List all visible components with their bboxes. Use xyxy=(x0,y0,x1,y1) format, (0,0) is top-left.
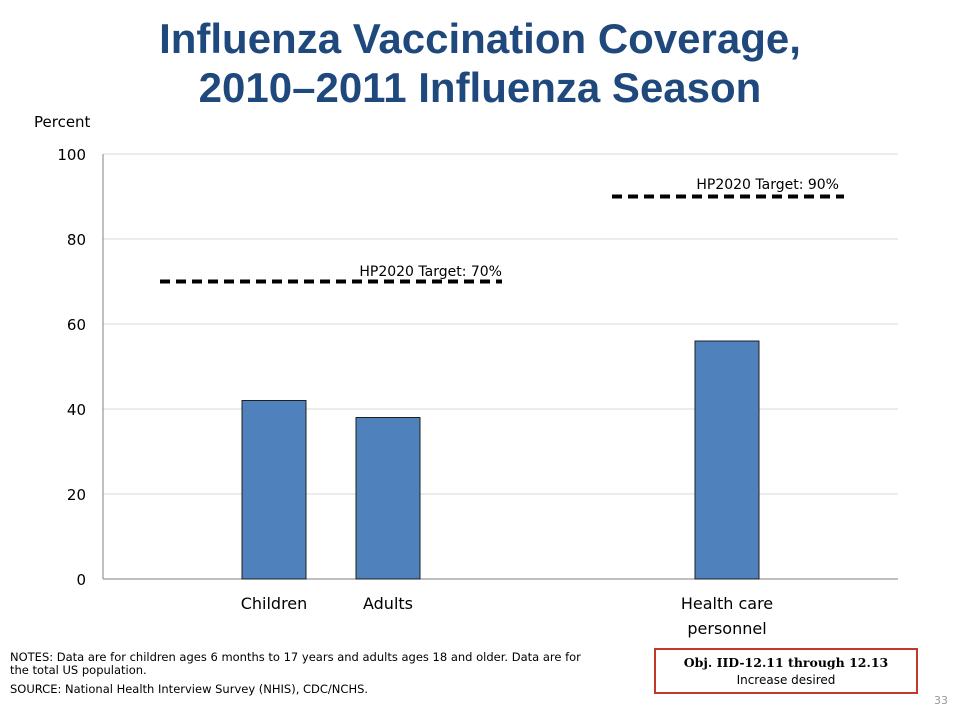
notes-section: NOTES: Data are for children ages 6 mont… xyxy=(10,651,600,702)
objective-subtitle: Increase desired xyxy=(736,673,836,687)
objective-title: Obj. IID-12.11 through 12.13 xyxy=(683,655,889,670)
y-tick-label: 100 xyxy=(57,146,86,164)
bar-health-care-personnel xyxy=(694,340,760,580)
target-label: HP2020 Target: 90% xyxy=(696,177,839,193)
y-tick-label: 20 xyxy=(67,486,86,504)
y-tick-label: 40 xyxy=(67,401,86,419)
y-tick-label: 0 xyxy=(76,571,86,589)
notes-text: NOTES: Data are for children ages 6 mont… xyxy=(10,650,581,677)
x-category-label: personnel xyxy=(687,619,766,638)
y-tick-label: 60 xyxy=(67,316,86,334)
x-category-label: Children xyxy=(241,594,308,613)
page-number: 33 xyxy=(934,694,948,707)
chart-title-line-1: Influenza Vaccination Coverage, xyxy=(159,15,801,62)
source-text: SOURCE: National Health Interview Survey… xyxy=(10,682,369,696)
bar-chart: 0 20 40 60 80 100 Children Adults Health care per… xyxy=(57,146,898,638)
x-category-label: Adults xyxy=(363,594,413,613)
objective-box: Obj. IID-12.11 through 12.13 Increase de… xyxy=(654,648,918,694)
bar-adults xyxy=(355,417,421,580)
bar-children xyxy=(241,400,307,580)
x-category-label: Health care xyxy=(681,594,773,613)
y-axis-title: Percent xyxy=(34,113,91,131)
y-tick-label: 80 xyxy=(67,231,86,249)
chart-title-line-2: 2010–2011 Influenza Season xyxy=(198,64,762,111)
chart-title: Influenza Vaccination Coverage, 2010–201… xyxy=(0,14,960,112)
target-label: HP2020 Target: 70% xyxy=(359,264,502,280)
